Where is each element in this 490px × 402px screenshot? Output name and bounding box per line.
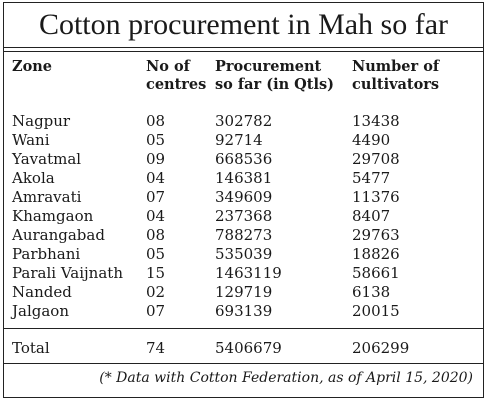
cell-procurement: 668536 (215, 150, 273, 168)
cell-zone: Aurangabad (12, 226, 105, 244)
header-zone: Zone (12, 58, 53, 75)
table-row: Khamgaon 04 237368 8407 (4, 207, 483, 226)
table-header: Zone No of centres Procurement so far (i… (4, 58, 483, 102)
cell-procurement: 1463119 (215, 264, 282, 282)
table-row: Parbhani 05 535039 18826 (4, 245, 483, 264)
cell-procurement: 302782 (215, 112, 273, 130)
total-cultivators: 206299 (352, 339, 410, 357)
cell-centres: 05 (146, 245, 166, 263)
cell-zone: Akola (12, 169, 55, 187)
table-row: Aurangabad 08 788273 29763 (4, 226, 483, 245)
cell-zone: Parali Vaijnath (12, 264, 123, 282)
table-title: Cotton procurement in Mah so far (4, 3, 483, 48)
table-row: Amravati 07 349609 11376 (4, 188, 483, 207)
total-row: Total 74 5406679 206299 (4, 338, 483, 358)
footer-rule (4, 363, 483, 364)
cell-procurement: 237368 (215, 207, 273, 225)
cell-cultivators: 29763 (352, 226, 400, 244)
total-procurement: 5406679 (215, 339, 282, 357)
cell-centres: 02 (146, 283, 166, 301)
cell-zone: Parbhani (12, 245, 81, 263)
table-row: Akola 04 146381 5477 (4, 169, 483, 188)
cell-zone: Wani (12, 131, 50, 149)
cell-centres: 04 (146, 169, 166, 187)
cell-zone: Amravati (12, 188, 82, 206)
total-label: Total (12, 339, 50, 357)
header-centres: No of centres (146, 58, 207, 93)
table-body: Nagpur 08 302782 13438 Wani 05 92714 4490 Yavatm… (4, 112, 483, 321)
cell-centres: 09 (146, 150, 166, 168)
cell-procurement: 129719 (215, 283, 273, 301)
cell-zone: Yavatmal (12, 150, 82, 168)
cell-zone: Jalgaon (12, 302, 69, 320)
cell-zone: Nagpur (12, 112, 71, 130)
table-card: Cotton procurement in Mah so far Zone No… (3, 2, 484, 398)
header-cultivators: Number of cultivators (352, 58, 440, 93)
cell-centres: 07 (146, 302, 166, 320)
cell-cultivators: 18826 (352, 245, 400, 263)
header-procurement: Procurement so far (in Qtls) (215, 58, 335, 93)
table-row: Wani 05 92714 4490 (4, 131, 483, 150)
cell-procurement: 788273 (215, 226, 273, 244)
cell-procurement: 92714 (215, 131, 263, 149)
table-row: Nanded 02 129719 6138 (4, 283, 483, 302)
cell-procurement: 693139 (215, 302, 273, 320)
cell-cultivators: 4490 (352, 131, 391, 149)
table-row: Parali Vaijnath 15 1463119 58661 (4, 264, 483, 283)
header-rule (4, 51, 483, 52)
table-row: Yavatmal 09 668536 29708 (4, 150, 483, 169)
cell-cultivators: 11376 (352, 188, 400, 206)
cell-centres: 08 (146, 226, 166, 244)
cell-cultivators: 8407 (352, 207, 391, 225)
total-rule (4, 328, 483, 329)
cell-procurement: 349609 (215, 188, 273, 206)
cell-cultivators: 20015 (352, 302, 400, 320)
cell-zone: Khamgaon (12, 207, 94, 225)
cell-centres: 07 (146, 188, 166, 206)
cell-cultivators: 58661 (352, 264, 400, 282)
cell-procurement: 146381 (215, 169, 273, 187)
table-row: Nagpur 08 302782 13438 (4, 112, 483, 131)
cell-cultivators: 6138 (352, 283, 391, 301)
cell-centres: 04 (146, 207, 166, 225)
cell-cultivators: 5477 (352, 169, 391, 187)
cell-cultivators: 29708 (352, 150, 400, 168)
total-centres: 74 (146, 339, 166, 357)
cell-centres: 08 (146, 112, 166, 130)
table-row: Jalgaon 07 693139 20015 (4, 302, 483, 321)
source-note: (* Data with Cotton Federation, as of Ap… (99, 370, 473, 386)
cell-zone: Nanded (12, 283, 72, 301)
cell-cultivators: 13438 (352, 112, 400, 130)
cell-centres: 05 (146, 131, 166, 149)
cell-procurement: 535039 (215, 245, 273, 263)
cell-centres: 15 (146, 264, 166, 282)
